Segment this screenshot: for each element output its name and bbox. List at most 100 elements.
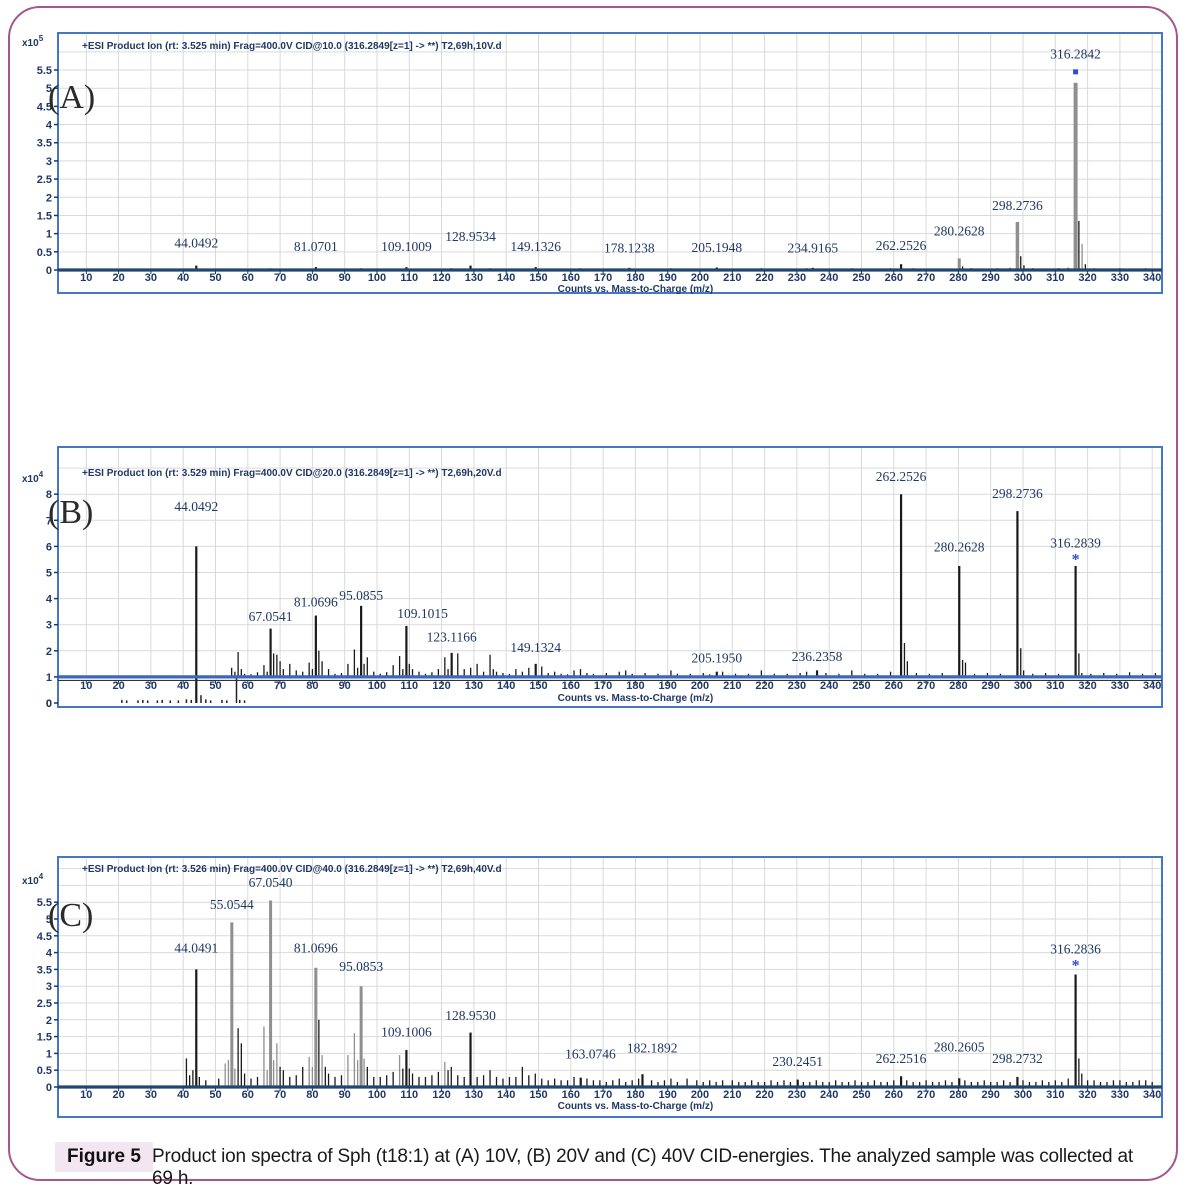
svg-text:230: 230 <box>788 272 806 284</box>
peak-label: 280.2605 <box>934 1040 985 1055</box>
svg-text:150: 150 <box>529 1089 547 1101</box>
peak-label: 128.9530 <box>445 1008 496 1023</box>
svg-text:160: 160 <box>562 272 580 284</box>
svg-text:60: 60 <box>242 1089 254 1101</box>
svg-text:4: 4 <box>46 948 53 960</box>
peak-label: 81.0701 <box>294 239 338 254</box>
svg-text:240: 240 <box>820 680 838 692</box>
svg-text:140: 140 <box>497 272 515 284</box>
svg-text:60: 60 <box>242 272 254 284</box>
peak-label: 298.2732 <box>992 1051 1043 1066</box>
peak-label: 55.0544 <box>210 897 254 912</box>
svg-text:3.5: 3.5 <box>37 964 52 976</box>
svg-text:340: 340 <box>1143 680 1161 692</box>
peak-label: 163.0746 <box>565 1046 616 1061</box>
svg-text:110: 110 <box>400 272 418 284</box>
svg-text:250: 250 <box>852 680 870 692</box>
svg-text:40: 40 <box>177 272 189 284</box>
svg-text:100: 100 <box>368 1089 386 1101</box>
svg-text:310: 310 <box>1046 272 1064 284</box>
svg-text:2: 2 <box>46 646 52 658</box>
spectrum-panel-b: 0 1 2 3 4 5 6 7 8 10 20 30 40 50 60 70 80 90 100 110 120 130 1… <box>16 442 1181 714</box>
y-scale-label: x104 <box>22 872 44 887</box>
svg-text:70: 70 <box>274 1089 286 1101</box>
svg-text:50: 50 <box>209 272 221 284</box>
svg-text:300: 300 <box>1014 680 1032 692</box>
peak-label: 234.9165 <box>787 241 838 256</box>
svg-text:4: 4 <box>46 120 53 132</box>
svg-text:110: 110 <box>400 1089 418 1101</box>
svg-text:20: 20 <box>112 1089 124 1101</box>
svg-text:5: 5 <box>46 914 52 926</box>
precursor-ion-marker: * <box>1072 551 1080 568</box>
svg-text:180: 180 <box>626 1089 644 1101</box>
svg-text:150: 150 <box>529 680 547 692</box>
svg-text:130: 130 <box>465 680 483 692</box>
svg-text:8: 8 <box>46 489 52 501</box>
svg-text:1: 1 <box>46 672 52 684</box>
peak-label: 316.2839 <box>1050 536 1101 551</box>
svg-text:90: 90 <box>339 1089 351 1101</box>
svg-text:290: 290 <box>982 272 1000 284</box>
svg-text:10: 10 <box>80 680 92 692</box>
svg-text:70: 70 <box>274 272 286 284</box>
svg-text:10: 10 <box>80 1089 92 1101</box>
peak-label: 182.1892 <box>627 1041 678 1056</box>
peak-label: 109.1009 <box>381 239 432 254</box>
svg-text:5: 5 <box>46 568 52 580</box>
svg-text:280: 280 <box>949 680 967 692</box>
svg-text:120: 120 <box>432 680 450 692</box>
x-axis-label: Counts vs. Mass-to-Charge (m/z) <box>558 693 714 704</box>
spectrum-panel-a: 0 0.5 1 1.5 2 2.5 3 3.5 4 4.5 5 5.5 10 20 30 40 50 60 70 80… <box>16 28 1181 300</box>
peak-label: 236.2358 <box>792 649 843 664</box>
x-axis-label: Counts vs. Mass-to-Charge (m/z) <box>558 284 714 295</box>
svg-text:20: 20 <box>112 680 124 692</box>
svg-text:80: 80 <box>306 1089 318 1101</box>
svg-text:1: 1 <box>46 1048 52 1060</box>
svg-text:310: 310 <box>1046 1089 1064 1101</box>
svg-text:50: 50 <box>209 680 221 692</box>
svg-text:7: 7 <box>46 515 52 527</box>
peak-label: 316.2836 <box>1050 941 1101 956</box>
peak-label: 205.1948 <box>691 240 742 255</box>
svg-text:40: 40 <box>177 1089 189 1101</box>
svg-text:210: 210 <box>723 1089 741 1101</box>
peak-label: 178.1238 <box>604 241 655 256</box>
svg-text:280: 280 <box>949 272 967 284</box>
svg-text:330: 330 <box>1111 272 1129 284</box>
svg-text:120: 120 <box>432 1089 450 1101</box>
svg-text:90: 90 <box>339 272 351 284</box>
svg-text:90: 90 <box>339 680 351 692</box>
svg-text:130: 130 <box>465 272 483 284</box>
svg-text:30: 30 <box>145 272 157 284</box>
figure-caption: Figure 5 Product ion spectra of Sph (t18… <box>0 1140 1186 1189</box>
svg-text:0.5: 0.5 <box>37 1065 52 1077</box>
svg-text:230: 230 <box>788 1089 806 1101</box>
svg-text:160: 160 <box>562 680 580 692</box>
svg-text:180: 180 <box>626 680 644 692</box>
svg-text:5.5: 5.5 <box>37 65 52 77</box>
peak-label: 298.2736 <box>992 486 1043 501</box>
svg-text:300: 300 <box>1014 272 1032 284</box>
svg-text:0.5: 0.5 <box>37 247 52 259</box>
spectrum-a-plot: 0 0.5 1 1.5 2 2.5 3 3.5 4 4.5 5 5.5 10 20 30 40 50 60 70 80… <box>22 32 1163 295</box>
panel-letter: (A) <box>48 79 95 116</box>
svg-text:30: 30 <box>145 680 157 692</box>
y-scale-label: x104 <box>22 470 44 485</box>
peak-label: 262.2526 <box>876 469 927 484</box>
svg-text:0: 0 <box>46 265 52 277</box>
svg-text:340: 340 <box>1143 1089 1161 1101</box>
svg-text:290: 290 <box>982 680 1000 692</box>
svg-text:170: 170 <box>594 1089 612 1101</box>
svg-text:280: 280 <box>949 1089 967 1101</box>
svg-text:3: 3 <box>46 981 52 993</box>
svg-text:3: 3 <box>46 156 52 168</box>
peak-label: 123.1166 <box>427 630 477 645</box>
svg-text:60: 60 <box>242 680 254 692</box>
svg-text:300: 300 <box>1014 1089 1032 1101</box>
svg-text:220: 220 <box>755 680 773 692</box>
peak-label: 128.9534 <box>445 229 496 244</box>
svg-text:2.5: 2.5 <box>37 998 52 1010</box>
peak-label: 298.2736 <box>992 198 1043 213</box>
svg-text:100: 100 <box>368 272 386 284</box>
